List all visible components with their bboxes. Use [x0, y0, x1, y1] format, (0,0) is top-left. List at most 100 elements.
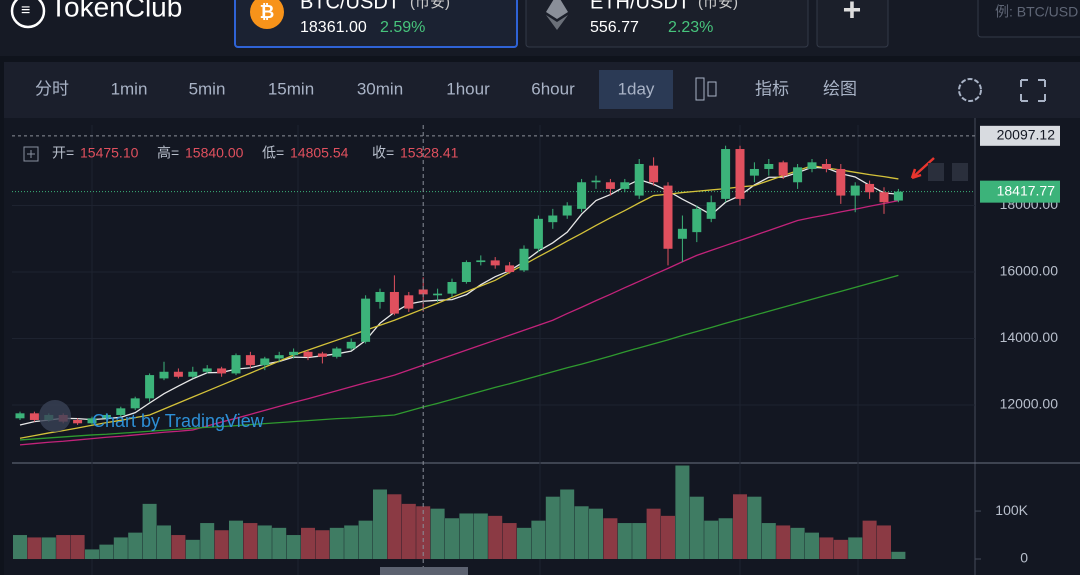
candle-body — [778, 162, 788, 176]
volume-bar — [574, 506, 589, 560]
volume-bar — [286, 535, 301, 560]
volume-bar — [200, 523, 215, 560]
arrow-annotation — [910, 157, 935, 180]
volume-bar — [862, 520, 877, 560]
interval-button[interactable]: 6hour — [531, 79, 575, 98]
interval-button[interactable]: 1min — [111, 79, 148, 98]
candle-body — [145, 375, 155, 399]
candle-body — [764, 163, 774, 169]
candle-body — [649, 165, 659, 183]
scroll-button[interactable] — [952, 163, 968, 181]
search-box[interactable] — [977, 0, 1080, 38]
volume-bar — [531, 520, 546, 560]
ohlc-key: 开= — [52, 145, 74, 161]
high-label-bg — [980, 125, 1060, 146]
candle-body — [274, 355, 284, 359]
watermark-icon — [39, 400, 71, 432]
y-tick-label: 14000.00 — [1000, 329, 1059, 345]
candle-body — [404, 295, 414, 309]
volume-bar — [315, 530, 330, 560]
volume-bar — [113, 537, 128, 560]
candle-body — [116, 408, 126, 415]
volume-bar — [617, 523, 632, 560]
candle-body — [375, 291, 385, 302]
volume-bar — [502, 523, 517, 560]
ticker-card[interactable] — [234, 0, 518, 48]
tool-button[interactable]: 绘图 — [823, 79, 857, 98]
candle-body — [303, 351, 313, 357]
moving-average — [19, 164, 899, 439]
volume-bar — [185, 539, 200, 560]
ticker-price: 556.77 — [590, 19, 639, 36]
fullscreen-icon[interactable] — [1020, 79, 1046, 102]
add-button[interactable] — [816, 0, 889, 48]
y-tick-label: 12000.00 — [1000, 396, 1059, 412]
volume-bar — [430, 508, 445, 560]
active-interval-bg — [599, 70, 673, 109]
volume-bar — [445, 518, 459, 560]
candle-body — [418, 289, 428, 295]
candle-type-icon[interactable] — [695, 77, 705, 101]
interval-button[interactable]: 5min — [189, 79, 226, 98]
candle-body — [591, 180, 601, 183]
time-scrollbar — [380, 567, 468, 575]
high-label: 20097.12 — [997, 127, 1056, 143]
ohlc-value: 15840.00 — [185, 145, 244, 161]
moving-average — [19, 274, 899, 441]
candle-body — [706, 202, 716, 219]
volume-bar — [142, 503, 157, 560]
volume-bar — [891, 551, 906, 560]
volume-bar — [85, 549, 99, 560]
ticker-change: 2.23% — [668, 19, 713, 36]
candle-body — [231, 355, 241, 374]
candle-body — [433, 293, 443, 296]
candle-body — [447, 282, 457, 294]
volume-bar — [776, 525, 791, 560]
candle-body — [519, 248, 529, 271]
volume-bar — [517, 527, 531, 560]
candle-body — [865, 183, 875, 193]
volume-bar — [13, 535, 27, 560]
candle-body — [173, 371, 183, 377]
volume-bar — [790, 527, 805, 560]
candle-body — [101, 414, 111, 419]
interval-button[interactable]: 分时 — [35, 79, 69, 98]
scroll-button[interactable] — [928, 163, 944, 181]
interval-button[interactable]: 30min — [357, 79, 403, 98]
interval-button[interactable]: 1hour — [446, 79, 490, 98]
candle-body — [317, 353, 327, 357]
interval-button[interactable]: 15min — [268, 79, 314, 98]
moving-average — [19, 166, 899, 426]
ticker-card[interactable] — [525, 0, 809, 48]
candle-body — [130, 398, 140, 409]
interval-button[interactable]: 1day — [618, 79, 655, 98]
legend-toggle[interactable] — [23, 146, 39, 162]
candle-body — [245, 355, 255, 366]
volume-bar — [128, 532, 143, 560]
volume-bar — [805, 532, 819, 560]
candle-body — [217, 368, 227, 374]
volume-bar — [661, 515, 675, 560]
ohlc-key: 高= — [157, 145, 179, 161]
ticker-pair: BTC/USDT — [300, 0, 400, 13]
candle-body — [260, 358, 270, 366]
candle-body — [893, 191, 903, 201]
volume-bar — [27, 537, 42, 560]
volume-bar — [704, 520, 719, 560]
logo-mark: ≡ — [21, 2, 30, 19]
volume-tick-label: 0 — [1020, 550, 1028, 566]
volume-bar — [689, 496, 704, 560]
candle-body — [188, 371, 198, 377]
search-placeholder: 例: BTC/USD — [995, 4, 1078, 20]
candle-body — [202, 368, 212, 372]
candle-body — [476, 260, 486, 263]
candle-body — [605, 182, 615, 189]
candle-body — [505, 265, 515, 273]
ticker-exchange: (币安) — [698, 0, 738, 11]
candle-body — [836, 168, 846, 196]
tool-button[interactable]: 指标 — [755, 79, 789, 98]
settings-icon[interactable] — [958, 78, 982, 102]
volume-bar — [229, 520, 243, 560]
candle-body — [289, 351, 299, 356]
volume-bar — [632, 523, 647, 560]
